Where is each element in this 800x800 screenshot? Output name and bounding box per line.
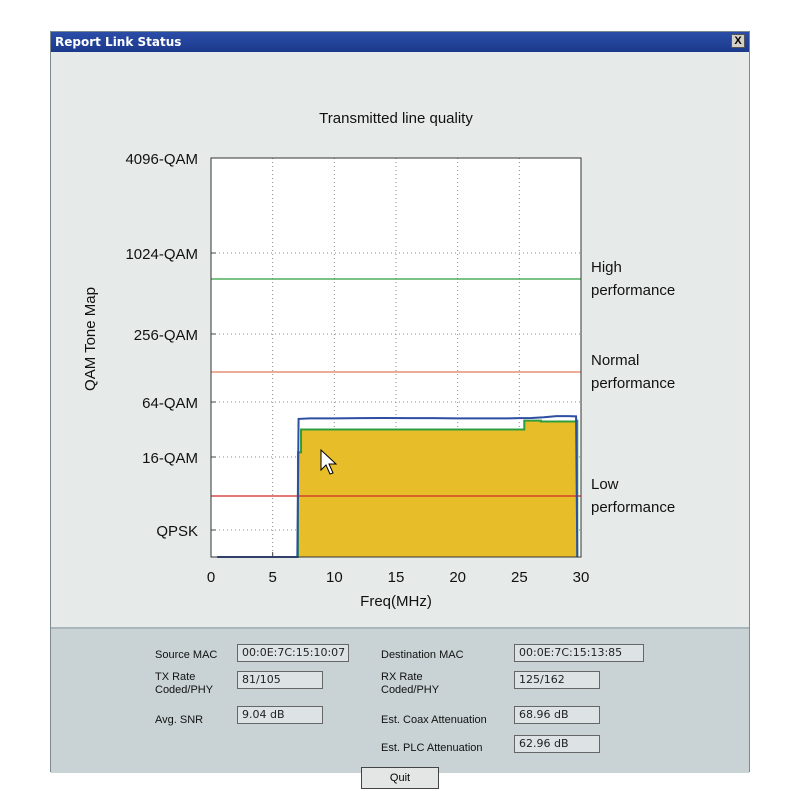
plot-border xyxy=(210,157,582,558)
reference-label-2: performance xyxy=(591,282,675,299)
x-tick-label: 15 xyxy=(388,569,405,586)
x-tick-label: 5 xyxy=(268,569,276,586)
line-quality-chart: Transmitted line quality Freq(MHz) QAM T… xyxy=(82,110,675,610)
x-tick-label: 30 xyxy=(573,569,590,586)
avg-snr-field: 9.04 dB xyxy=(237,706,323,724)
rx-rate-label: RX Rate xyxy=(381,671,423,683)
y-tick-label: 1024-QAM xyxy=(125,246,198,263)
tone-map-fill-area xyxy=(297,420,578,557)
y-tick-label: 16-QAM xyxy=(142,450,198,467)
reference-label: Low xyxy=(591,476,619,493)
plc-attenuation-field: 62.96 dB xyxy=(514,735,600,753)
reference-label-2: performance xyxy=(591,375,675,392)
max-capacity-series-line xyxy=(217,415,579,558)
tx-rate-label-2: Coded/PHY xyxy=(155,684,214,696)
close-button[interactable]: X xyxy=(731,34,745,48)
title-bar[interactable]: Report Link Status X xyxy=(51,32,749,52)
report-link-status-window: Report Link Status X Transmitted line qu… xyxy=(50,31,750,789)
coax-attenuation-field: 68.96 dB xyxy=(514,706,600,724)
avg-snr-label: Avg. SNR xyxy=(155,714,204,726)
reference-label: High xyxy=(591,259,622,276)
rx-rate-field: 125/162 xyxy=(514,671,600,689)
link-stats-panel: Source MAC 00:0E:7C:15:10:07 Destination… xyxy=(51,627,749,789)
destination-mac-field: 00:0E:7C:15:13:85 xyxy=(514,644,644,662)
source-mac-field: 00:0E:7C:15:10:07 xyxy=(237,644,349,662)
x-tick-label: 10 xyxy=(326,569,343,586)
window-title: Report Link Status xyxy=(55,35,182,49)
chart-title: Transmitted line quality xyxy=(319,110,473,127)
mouse-cursor-icon xyxy=(320,448,338,475)
rx-rate-label-2: Coded/PHY xyxy=(381,684,440,696)
tx-rate-field: 81/105 xyxy=(237,671,323,689)
chart-area: Transmitted line quality Freq(MHz) QAM T… xyxy=(51,52,749,627)
reference-label-2: performance xyxy=(591,499,675,516)
x-tick-label: 20 xyxy=(449,569,466,586)
plc-attenuation-label: Est. PLC Attenuation xyxy=(381,742,483,754)
reference-label: Normal xyxy=(591,352,639,369)
y-tick-label: 64-QAM xyxy=(142,395,198,412)
coax-attenuation-label: Est. Coax Attenuation xyxy=(381,714,487,726)
x-axis-label: Freq(MHz) xyxy=(360,593,432,610)
destination-mac-label: Destination MAC xyxy=(381,649,464,661)
y-axis-label: QAM Tone Map xyxy=(82,287,99,391)
quit-button[interactable]: Quit xyxy=(361,767,439,789)
x-tick-label: 25 xyxy=(511,569,528,586)
y-tick-label: 4096-QAM xyxy=(125,151,198,168)
y-tick-label: QPSK xyxy=(156,523,198,540)
source-mac-label: Source MAC xyxy=(155,649,218,661)
x-tick-label: 0 xyxy=(207,569,215,586)
y-tick-label: 256-QAM xyxy=(134,327,198,344)
tx-rate-label: TX Rate xyxy=(155,671,196,683)
